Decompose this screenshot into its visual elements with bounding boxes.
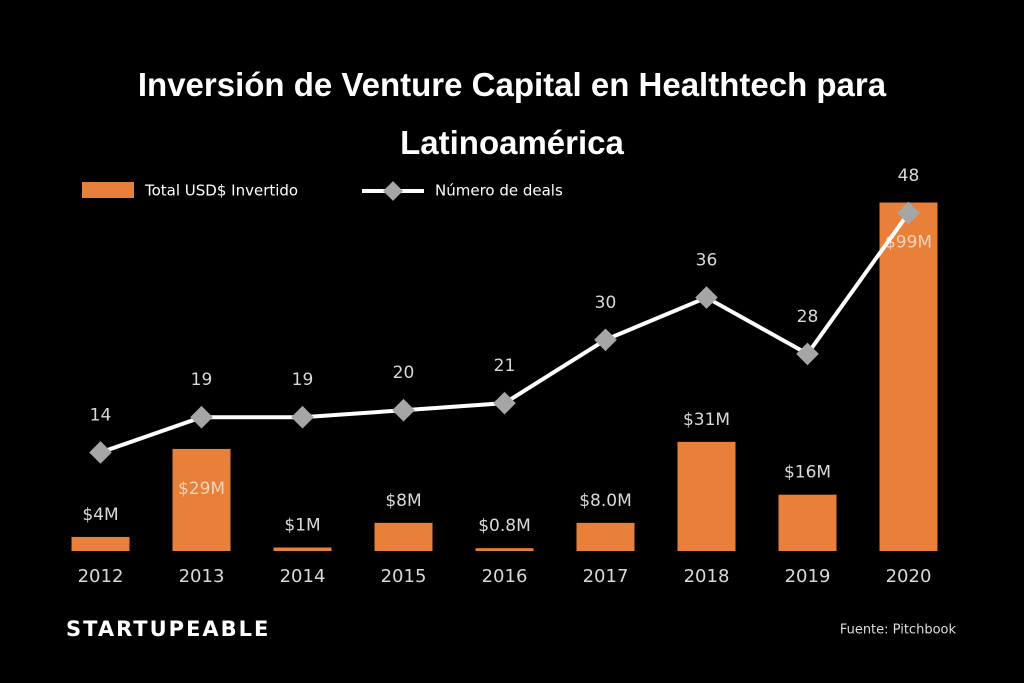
bar [475,548,534,551]
deals-value-label: 19 [191,370,213,390]
bar [879,202,938,551]
x-tick-label: 2012 [78,566,124,587]
bar-value-label: $31M [683,410,730,430]
bar [172,448,231,551]
deals-value-label: 30 [595,293,617,313]
deals-marker [796,342,819,366]
bar [374,522,433,551]
source: Fuente: Pitchbook [840,623,957,638]
x-tick-label: 2015 [381,566,427,587]
deals-value-label: 19 [292,370,314,390]
bar-value-label: $8.0M [579,491,632,511]
legend-swatch [82,182,134,198]
bar-value-label: $4M [82,505,118,525]
deals-value-label: 48 [898,166,920,186]
legend-label: Número de deals [435,182,563,200]
x-tick-label: 2018 [684,566,730,587]
bar-value-label: $1M [284,515,320,535]
x-tick-label: 2017 [583,566,629,587]
x-tick-label: 2014 [280,566,326,587]
bar-value-label: $16M [784,463,831,483]
bar [273,547,332,551]
brand: STARTUPEABLE [66,617,270,641]
deals-marker [695,286,718,309]
bar-value-label: $29M [178,479,225,499]
legend-label: Total USD$ Invertido [144,182,298,200]
deals-value-label: 14 [90,405,112,425]
x-tick-label: 2020 [886,566,932,587]
deals-value-label: 20 [393,363,415,383]
deals-value-label: 36 [696,251,718,271]
deals-marker [493,391,516,415]
deals-marker [392,398,415,422]
x-tick-label: 2019 [785,566,831,587]
deals-marker [594,328,617,352]
bar-value-label: $99M [885,233,932,253]
deals-marker [291,405,314,429]
deals-line [99,211,911,455]
bar [71,536,130,551]
deals-value-label: 28 [797,307,819,327]
deals-marker [89,441,112,464]
deals-value-label: 21 [494,356,516,376]
bar-value-label: $0.8M [478,516,531,536]
bar [677,441,736,551]
bar [778,494,837,551]
bar [576,522,635,551]
legend-marker [383,181,403,201]
bar-value-label: $8M [385,491,421,511]
x-tick-label: 2013 [179,566,225,587]
x-tick-label: 2016 [482,566,528,587]
chart-title: Inversión de Venture Capital en Healthte… [137,66,887,161]
deals-marker [190,405,213,429]
